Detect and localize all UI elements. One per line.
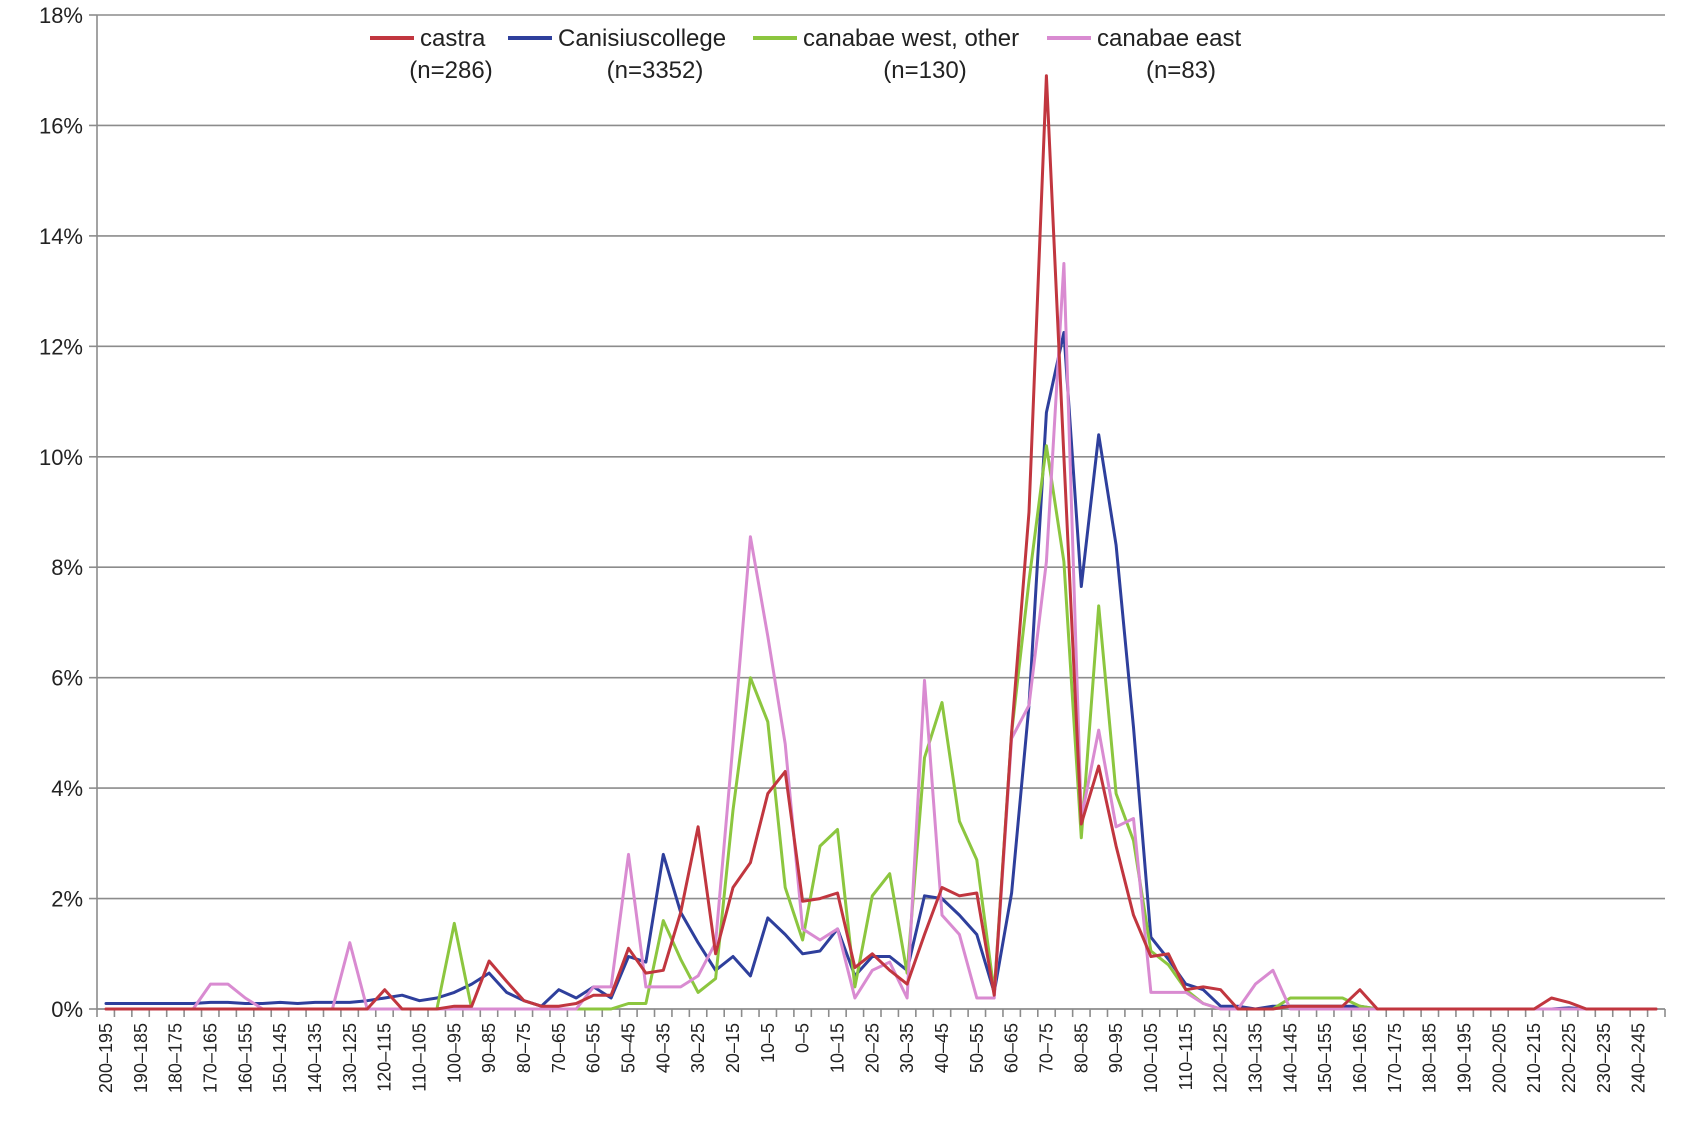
x-tick-label: 110–115 — [1176, 1023, 1196, 1090]
legend-sample-size: (n=3352) — [607, 57, 704, 84]
x-tick-label: 120–125 — [1211, 1023, 1231, 1093]
x-tick-label: 170–165 — [200, 1023, 220, 1093]
x-tick-label: 30–25 — [688, 1023, 708, 1073]
x-tick-label: 40–35 — [653, 1023, 673, 1073]
x-tick-label: 20–15 — [723, 1023, 743, 1073]
x-tick-label: 50–55 — [967, 1023, 987, 1073]
x-tick-label: 240–245 — [1629, 1023, 1649, 1093]
x-tick-label: 80–75 — [514, 1023, 534, 1073]
x-tick-label: 100–105 — [1141, 1023, 1161, 1093]
x-tick-label: 160–165 — [1350, 1023, 1370, 1093]
legend-sample-size: (n=286) — [409, 57, 492, 84]
x-tick-label: 210–215 — [1524, 1023, 1544, 1093]
x-tick-label: 20–25 — [862, 1023, 882, 1073]
x-tick-label: 150–155 — [1315, 1023, 1335, 1093]
x-tick-label: 230–235 — [1594, 1023, 1614, 1093]
x-tick-label: 190–195 — [1454, 1023, 1474, 1093]
y-tick-label: 0% — [51, 997, 83, 1022]
x-tick-label: 170–175 — [1385, 1023, 1405, 1093]
x-tick-label: 100–95 — [444, 1023, 464, 1083]
series-line-canabae-west-other — [104, 444, 1658, 1011]
y-tick-label: 14% — [39, 224, 83, 249]
x-tick-label: 140–145 — [1280, 1023, 1300, 1093]
x-tick-label: 70–65 — [549, 1023, 569, 1073]
series-line-canabae-east — [104, 262, 1658, 1011]
x-axis-tick-labels: 200–195 190–185 180–175 170–165 160–155 150–1… — [96, 1023, 1649, 1093]
x-tick-label: 10–15 — [827, 1023, 847, 1073]
legend-label: Canisiuscollege — [558, 25, 726, 52]
legend-label: castra — [420, 25, 486, 52]
legend: castra (n=286) Canisiuscollege (n=3352) cana… — [370, 25, 1241, 84]
x-tick-label: 120–115 — [375, 1023, 395, 1092]
y-tick-label: 10% — [39, 445, 83, 470]
x-tick-label: 200–205 — [1489, 1023, 1509, 1093]
x-tick-label: 190–185 — [131, 1023, 151, 1093]
x-tick-label: 220–225 — [1559, 1023, 1579, 1093]
y-tick-label: 4% — [51, 776, 83, 801]
axes — [89, 14, 1666, 1017]
x-tick-label: 90–95 — [1106, 1023, 1126, 1073]
y-tick-label: 6% — [51, 666, 83, 691]
x-tick-label: 180–185 — [1420, 1023, 1440, 1093]
gridlines — [97, 14, 1665, 1010]
legend-label: canabae east — [1097, 25, 1241, 52]
x-tick-label: 140–135 — [305, 1023, 325, 1093]
y-tick-label: 2% — [51, 887, 83, 912]
x-tick-label: 60–55 — [584, 1023, 604, 1073]
x-tick-label: 200–195 — [96, 1023, 116, 1093]
x-tick-label: 60–65 — [1002, 1023, 1022, 1073]
series-line-castra — [104, 74, 1658, 1011]
x-tick-label: 90–85 — [479, 1023, 499, 1073]
x-tick-label: 130–125 — [340, 1023, 360, 1093]
legend-sample-size: (n=83) — [1146, 57, 1216, 84]
y-tick-label: 8% — [51, 555, 83, 580]
x-tick-label: 30–35 — [897, 1023, 917, 1073]
y-tick-label: 12% — [39, 334, 83, 359]
x-tick-label: 150–145 — [270, 1023, 290, 1093]
x-tick-label: 70–75 — [1036, 1023, 1056, 1073]
legend-label: canabae west, other — [803, 25, 1019, 52]
series-line-canisiuscollege — [104, 331, 1658, 1011]
series-lines — [104, 74, 1658, 1011]
legend-sample-size: (n=130) — [883, 57, 966, 84]
x-tick-label: 0–5 — [793, 1023, 813, 1053]
x-tick-label: 40–45 — [932, 1023, 952, 1073]
x-tick-label: 160–155 — [235, 1023, 255, 1093]
y-axis-tick-labels: 0% 2% 4% 6% 8% 10% 12% 14% 16% 18% — [39, 3, 83, 1022]
y-tick-label: 16% — [39, 113, 83, 138]
x-tick-label: 180–175 — [166, 1023, 186, 1093]
y-tick-label: 18% — [39, 3, 83, 28]
x-tick-label: 80–85 — [1071, 1023, 1091, 1073]
x-tick-label: 10–5 — [758, 1023, 778, 1063]
x-tick-label: 110–105 — [409, 1023, 429, 1092]
x-tick-label: 50–45 — [618, 1023, 638, 1073]
x-tick-label: 130–135 — [1245, 1023, 1265, 1093]
